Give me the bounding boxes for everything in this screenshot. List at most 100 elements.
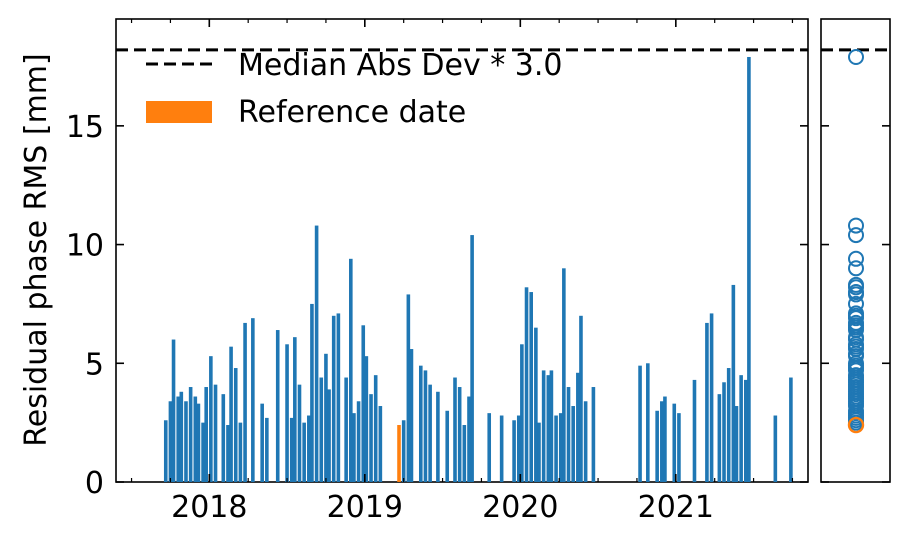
bar-47 [409,349,414,482]
bar-48 [418,365,423,482]
bar-17 [238,422,243,482]
bar-22 [275,330,280,482]
bar-32 [324,353,328,482]
bar-18 [243,322,247,482]
bar-84 [672,403,677,482]
bar-95 [743,379,748,482]
bar-78 [591,387,596,482]
bar-88 [709,313,714,482]
bar-87 [705,322,709,482]
bar-30 [314,225,319,483]
bar-75 [576,372,580,482]
bar-81 [655,410,659,482]
bar-41 [364,356,369,482]
bar-37 [349,258,353,482]
x-tick-label-2021: 2021 [638,490,714,525]
bar-69 [549,370,554,482]
bar-98 [789,377,793,482]
bar-68 [546,375,551,482]
bar-6 [188,387,193,482]
bar-94 [739,375,743,482]
bar-7 [193,396,198,482]
side-points-layer [847,48,865,434]
side-panel-frame [820,18,891,483]
bar-65 [534,327,538,482]
y-tick-label-5: 5 [85,347,104,382]
bar-43 [373,375,378,482]
side-point-8 [848,286,864,303]
legend-reference-swatch [146,101,212,123]
side-point-3 [848,250,864,267]
x-tick-label-2018: 2018 [171,490,247,525]
bar-31 [319,377,324,482]
bar-29 [310,303,314,482]
bar-45 [401,420,406,482]
bar-54 [457,387,462,482]
bar-21 [265,417,269,482]
bar-56 [467,396,471,482]
legend: Median Abs Dev * 3.0 Reference date [146,48,562,130]
bar-38 [352,413,356,482]
bar-59 [499,415,504,482]
bar-73 [566,387,571,482]
side-reference-point [847,416,865,434]
bar-9 [201,422,205,482]
bar-74 [571,406,575,482]
bar-85 [677,413,681,482]
legend-reference-label: Reference date [238,95,466,130]
x-ticks-layer: 2018 2019 2020 2021 [130,19,794,525]
bar-76 [579,315,583,482]
bar-52 [445,410,450,482]
bar-90 [722,382,726,482]
bar-12 [213,384,218,482]
bar-1 [168,401,173,482]
bar-33 [327,389,331,482]
bar-13 [221,394,226,482]
side-point-1 [848,217,864,234]
bar-16 [233,368,238,482]
bar-66 [537,422,541,482]
bar-34 [331,315,336,482]
bar-71 [558,413,563,482]
bar-67 [541,370,546,482]
reference-date-bar [397,425,401,482]
side-point-4 [848,260,864,277]
bar-2 [171,339,176,482]
side-point-6 [848,279,864,296]
main-plot-frame [115,18,809,483]
bar-53 [453,377,457,482]
bar-4 [179,391,184,482]
bar-27 [302,422,306,482]
y-axis-label: Residual phase RMS [mm] [19,53,54,446]
bar-3 [176,396,181,482]
bar-8 [196,403,201,482]
bar-86 [692,379,697,482]
y-tick-label-0: 0 [85,466,104,501]
bar-83 [663,396,667,482]
side-ticks-layer [821,125,890,483]
bar-49 [423,370,428,482]
bar-19 [251,318,255,482]
bar-25 [293,337,297,482]
bar-39 [356,401,361,482]
bar-79 [638,365,642,482]
y-tick-label-10: 10 [66,229,104,264]
bar-51 [436,391,440,482]
bar-64 [529,292,533,482]
bar-57 [470,235,474,482]
y-ticks-layer: 0 5 10 15 [66,110,808,501]
side-point-0 [848,48,864,65]
bar-0 [163,420,168,482]
bar-72 [562,268,566,482]
bar-91 [726,368,731,482]
bar-96 [747,56,751,482]
bar-89 [717,394,722,482]
bar-24 [289,417,294,482]
bar-40 [361,325,366,482]
bar-10 [204,387,208,482]
bar-15 [229,346,233,482]
bar-80 [646,363,650,482]
bar-42 [369,394,373,482]
